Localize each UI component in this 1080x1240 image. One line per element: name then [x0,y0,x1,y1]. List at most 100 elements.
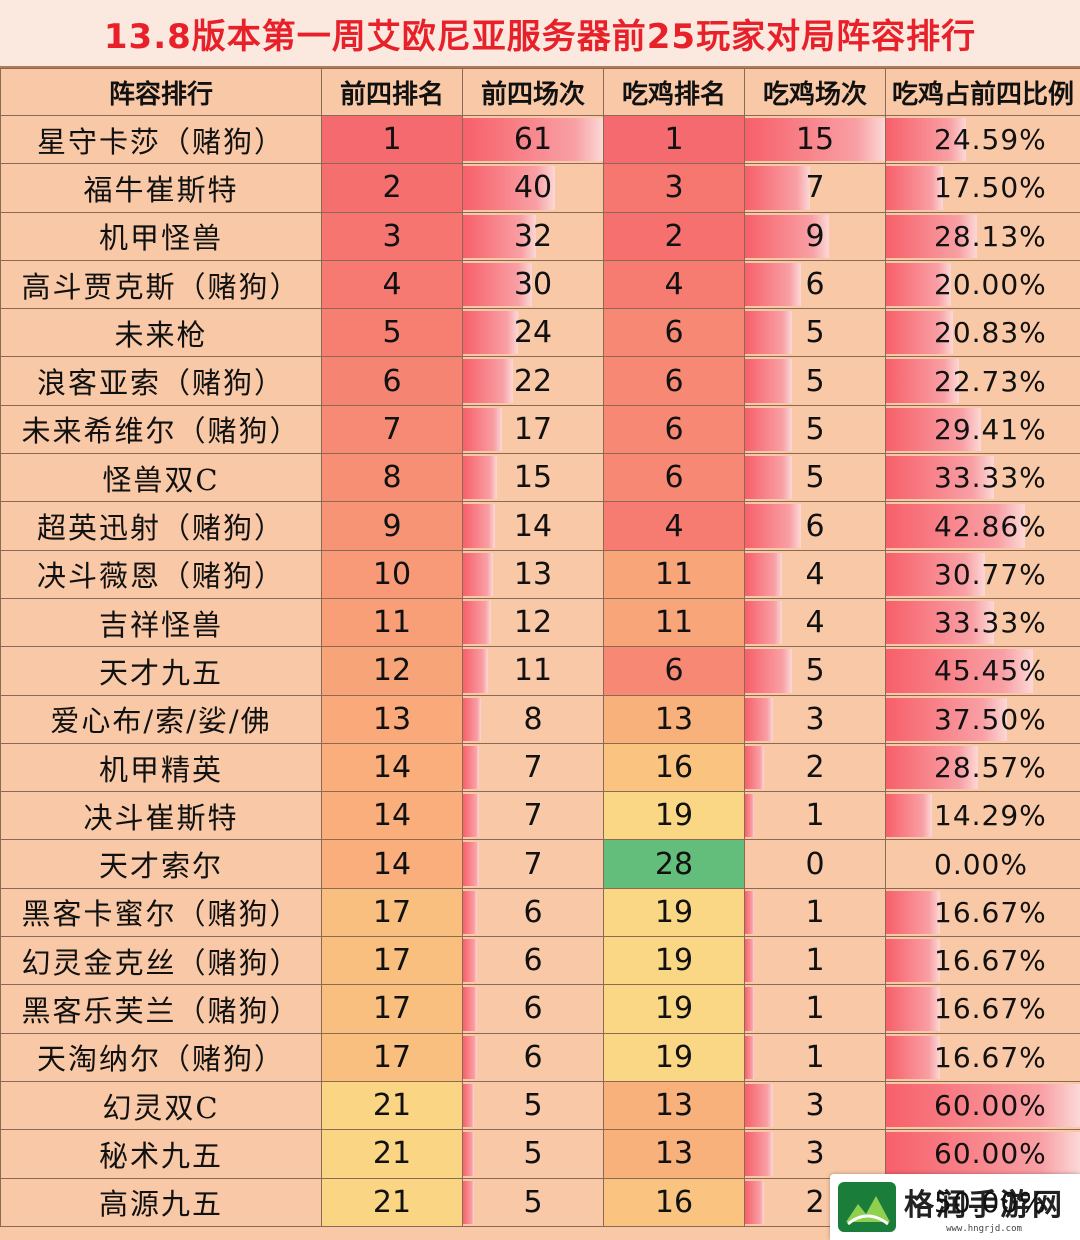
lineup-name-cell-text: 吉祥怪兽 [98,607,223,642]
data-bar [886,262,951,307]
lineup-name-cell: 浪客亚索（赌狗） [0,356,322,406]
data-bar [886,745,979,790]
win-ratio-cell-text: 17.50% [934,171,1047,205]
top4-rank-cell: 9 [321,501,463,551]
watermark-name: 格润手游网 [904,1188,1064,1223]
win-ratio-cell-text: 60.00% [934,1089,1047,1123]
data-bar [886,987,940,1031]
win-games-cell: 1 [744,1032,886,1082]
win-games-cell: 6 [744,259,886,310]
win-games-cell-text: 2 [805,1184,825,1220]
top4-games-cell-text: 7 [523,798,543,834]
win-ratio-cell-text: 14.29% [934,799,1047,833]
lineup-name-cell-text: 天才索尔 [98,849,223,884]
top4-rank-cell-text: 14 [372,798,412,834]
data-bar [463,842,480,886]
top4-games-cell-text: 6 [523,991,543,1027]
win-rank-cell-text: 16 [654,750,694,785]
header-win-ratio: 吃鸡占前四比例 [885,68,1080,116]
data-bar [463,166,555,210]
win-ratio-cell: 16.67% [885,984,1080,1034]
win-ratio-cell: 33.33% [885,597,1080,648]
lineup-name-cell: 星守卡莎（赌狗） [0,114,322,165]
data-bar [745,359,792,403]
top4-rank-cell-text: 21 [372,1088,412,1124]
win-rank-cell-text: 4 [664,267,684,303]
win-ratio-cell-text: 60.00% [934,1137,1047,1171]
top4-games-cell-text: 6 [523,894,543,930]
data-bar [463,600,491,645]
lineup-name-cell-text: 未来枪 [114,317,208,352]
top4-games-cell: 14 [462,501,604,551]
win-rank-cell-text: 6 [664,460,684,496]
top4-rank-cell: 17 [321,1032,463,1082]
data-bar [886,166,943,210]
top4-rank-cell: 13 [321,694,463,744]
top4-rank-cell-text: 4 [382,267,402,303]
lineup-name-cell: 天淘纳尔（赌狗） [0,1032,322,1082]
table-row: 秘术九五 21 5 13 3 60.00% [0,1129,1080,1179]
win-rank-cell-text: 1 [664,122,684,158]
win-games-cell: 6 [744,501,886,551]
top4-games-cell-text: 7 [523,846,543,882]
win-ratio-cell: 0.00% [885,839,1080,889]
win-rank-cell: 19 [603,984,745,1034]
win-games-cell: 5 [744,356,886,406]
top4-games-cell: 30 [462,259,604,310]
data-bar [745,166,811,210]
top4-rank-cell: 1 [321,114,463,165]
win-ratio-cell: 20.83% [885,308,1080,358]
win-games-cell-text: 3 [805,701,825,737]
win-games-cell: 4 [744,597,886,648]
data-bar [886,407,982,452]
win-rank-cell: 6 [603,453,745,503]
table-row: 爱心布/索/娑/佛 13 8 13 3 37.50% [0,694,1080,744]
win-rank-cell: 13 [603,694,745,744]
top4-games-cell-text: 6 [523,1039,543,1075]
data-bar [886,552,986,596]
lineup-name-cell: 黑客乐芙兰（赌狗） [0,984,322,1034]
win-ratio-cell: 30.77% [885,549,1080,599]
win-rank-cell: 13 [603,1129,745,1179]
top4-games-cell-text: 6 [523,943,543,979]
top4-rank-cell: 12 [321,646,463,696]
top4-games-cell: 6 [462,984,604,1034]
win-games-cell: 9 [744,211,886,261]
win-rank-cell: 13 [603,1080,745,1131]
top4-rank-cell-text: 14 [372,750,412,785]
lineup-name-cell: 超英迅射（赌狗） [0,501,322,551]
top4-rank-cell: 14 [321,839,463,889]
top4-games-cell-text: 22 [513,363,553,399]
table-row: 幻灵金克丝（赌狗） 17 6 19 1 16.67% [0,936,1080,986]
top4-rank-cell: 21 [321,1080,463,1131]
data-bar [886,456,994,500]
win-ratio-cell-text: 29.41% [934,412,1047,446]
win-rank-cell: 28 [603,839,745,889]
win-rank-cell-text: 28 [654,846,694,882]
win-games-cell-text: 6 [805,267,825,303]
data-bar [463,794,480,838]
lineup-name-cell-text: 幻灵双C [102,1090,220,1125]
top4-games-cell-text: 14 [513,508,553,544]
data-bar [745,697,773,741]
win-ratio-cell: 14.29% [885,791,1080,841]
table-row: 机甲精英 14 7 16 2 28.57% [0,742,1080,793]
lineup-name-cell-text: 秘术九五 [98,1138,223,1173]
top4-games-cell: 8 [462,694,604,744]
top4-games-cell: 40 [462,163,604,213]
win-ratio-cell: 24.59% [885,114,1080,165]
lineup-name-cell-text: 决斗薇恩（赌狗） [36,559,285,594]
data-bar [886,1035,940,1079]
win-rank-cell-text: 6 [664,653,684,689]
data-bar [463,214,537,258]
win-games-cell: 3 [744,1080,886,1131]
win-games-cell-text: 4 [805,605,825,641]
win-games-cell-text: 5 [805,363,825,399]
lineup-name-cell-text: 机甲怪兽 [98,221,223,256]
win-rank-cell-text: 13 [654,701,694,737]
win-ratio-cell: 28.13% [885,211,1080,261]
lineup-name-cell-text: 福牛崔斯特 [83,172,239,207]
lineup-name-cell-text: 决斗崔斯特 [83,800,239,835]
data-bar [463,552,493,596]
table-row: 星守卡莎（赌狗） 1 61 1 15 24.59% [0,114,1080,165]
